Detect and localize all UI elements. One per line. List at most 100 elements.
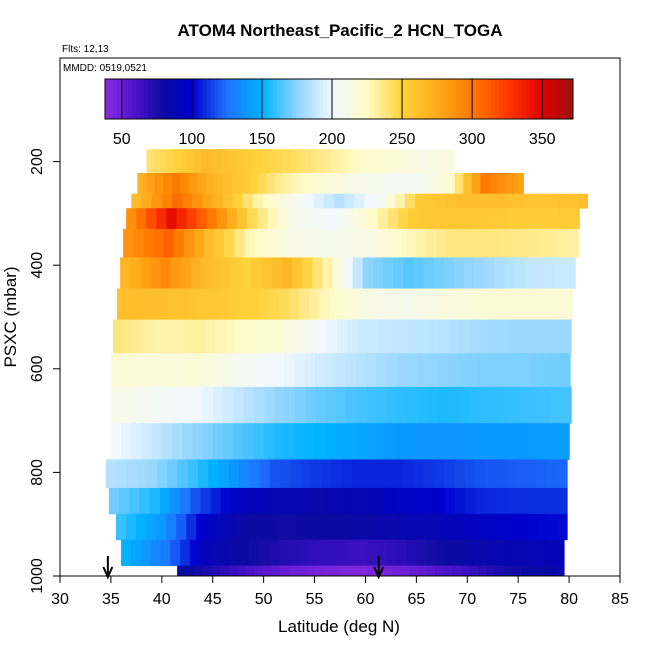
colorbar-segment	[140, 79, 145, 119]
heat-cell	[241, 487, 253, 515]
heat-cell	[197, 173, 207, 195]
heat-cell	[536, 193, 548, 209]
heat-cell	[416, 423, 428, 460]
colorbar-segment	[105, 79, 110, 119]
heat-cell	[486, 193, 497, 209]
colorbar-segment	[249, 79, 254, 119]
heat-cell	[236, 513, 247, 541]
colorbar-segment	[300, 79, 305, 119]
heat-cell	[204, 228, 215, 258]
heat-cell	[182, 423, 193, 460]
heat-cell	[443, 257, 455, 289]
heat-cell	[511, 288, 523, 320]
colorbar-segment	[459, 79, 465, 119]
heat-cell	[182, 386, 194, 424]
heat-cell	[526, 193, 538, 209]
heat-cell	[276, 149, 284, 174]
heat-cell	[267, 208, 278, 230]
heat-cell	[524, 539, 536, 567]
heat-cell	[131, 353, 143, 388]
colorbar-segment	[132, 79, 137, 119]
heat-cell	[231, 173, 241, 195]
heat-cell	[504, 257, 516, 289]
colorbar-segment	[151, 79, 157, 119]
colorbar-segment	[370, 79, 375, 119]
heat-cell	[465, 487, 477, 515]
heat-cell	[192, 386, 204, 424]
heat-cell	[469, 565, 479, 577]
heat-cell	[186, 513, 197, 541]
heat-cell	[506, 173, 516, 195]
colorbar-segment	[541, 79, 547, 119]
heat-cell	[226, 513, 237, 541]
heat-cell	[150, 539, 162, 567]
heat-cell	[460, 288, 472, 320]
heat-cell	[177, 459, 189, 489]
heat-cell	[428, 208, 439, 230]
heat-cell	[372, 149, 380, 174]
heat-cell	[514, 257, 526, 289]
heat-cell	[170, 257, 182, 289]
colorbar-tick-label: 200	[319, 131, 346, 148]
heat-cell	[496, 513, 508, 541]
colorbar-segment	[311, 79, 317, 119]
heat-cell	[284, 423, 295, 460]
heat-cell	[295, 228, 306, 258]
heat-cell	[177, 565, 187, 577]
heat-cell	[396, 423, 407, 460]
heat-cell	[216, 513, 227, 541]
heat-cell	[281, 257, 293, 289]
colorbar-segment	[350, 79, 356, 119]
heat-cell	[234, 228, 246, 258]
heat-cell	[376, 386, 388, 424]
heat-cell	[171, 173, 181, 195]
heat-cell	[469, 319, 481, 354]
heat-cell	[153, 228, 165, 258]
heat-cell	[357, 319, 369, 354]
heat-cell	[512, 565, 522, 577]
heat-cell	[463, 257, 475, 289]
colorbar-segment	[346, 79, 352, 119]
heat-cell	[331, 149, 339, 174]
colorbar-segment	[534, 79, 539, 119]
heat-cell	[303, 149, 312, 174]
heat-cell	[400, 565, 410, 577]
heat-cell	[156, 513, 167, 541]
heat-cell	[194, 319, 206, 354]
heat-cell	[187, 149, 195, 174]
heat-cell	[220, 565, 230, 577]
heat-cell	[365, 423, 377, 460]
heat-cell	[376, 353, 388, 388]
heat-cell	[486, 565, 496, 577]
heat-cell	[438, 208, 449, 230]
colorbar-segment	[186, 79, 192, 119]
heat-cell	[208, 459, 220, 489]
heat-cell	[544, 257, 556, 289]
heat-cell	[251, 487, 263, 515]
heat-cell	[346, 386, 357, 424]
heat-cell	[355, 353, 367, 388]
heat-cell	[130, 539, 142, 567]
heat-cell	[317, 173, 327, 195]
colorbar-segment	[112, 79, 118, 119]
y-axis-label: PSXC (mbar)	[1, 266, 20, 367]
heat-cell	[453, 257, 465, 289]
heat-cell	[153, 149, 161, 174]
heat-cell	[261, 487, 273, 515]
heat-cell	[341, 459, 353, 489]
heat-cell	[398, 208, 409, 230]
heat-cell	[327, 539, 339, 567]
heat-cell	[486, 513, 498, 541]
flights-label: Flts: 12,13	[62, 44, 109, 55]
heat-cell	[498, 208, 510, 230]
colorbar-segment	[342, 79, 348, 119]
heat-cell	[167, 288, 179, 320]
heat-cell	[317, 149, 325, 174]
colorbar-segment	[272, 79, 278, 119]
heat-cell	[475, 539, 486, 567]
heat-cell	[176, 208, 188, 230]
heat-cell	[233, 353, 245, 388]
heat-cell	[547, 228, 559, 258]
heat-cell	[514, 173, 524, 195]
heat-cell	[268, 288, 280, 320]
